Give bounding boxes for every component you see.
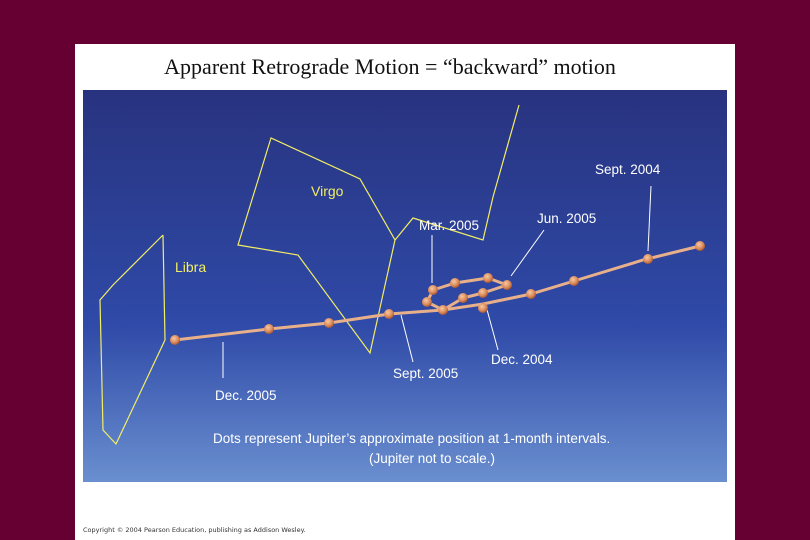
jupiter-dot — [438, 305, 448, 315]
label-sept-2004: Sept. 2004 — [595, 162, 661, 177]
libra-constellation-outline — [99, 234, 166, 446]
pointer-dec-2004 — [485, 305, 499, 351]
jupiter-dot — [422, 297, 432, 307]
jupiter-dot — [526, 289, 536, 299]
virgo-label: Virgo — [311, 183, 344, 199]
figure-canvas: Virgo Libra Sept. 2004 Jun. 2005 Mar. 20… — [83, 90, 727, 482]
jupiter-dot — [450, 278, 460, 288]
label-mar-2005: Mar. 2005 — [419, 218, 479, 233]
jupiter-dot — [384, 309, 394, 319]
jupiter-dot — [264, 324, 274, 334]
jupiter-dot — [502, 280, 512, 290]
jupiter-dot — [695, 241, 705, 251]
caption-line-2: (Jupiter not to scale.) — [369, 451, 495, 466]
jupiter-dot — [478, 288, 488, 298]
copyright-notice: Copyright © 2004 Pearson Education, publ… — [83, 526, 306, 534]
pointer-sept-2004 — [647, 185, 652, 252]
jupiter-dot — [324, 318, 334, 328]
pointer-lines — [222, 185, 652, 378]
jupiter-dot — [569, 276, 579, 286]
label-dec-2004: Dec. 2004 — [491, 352, 553, 367]
slide-title: Apparent Retrograde Motion = “backward” … — [164, 54, 616, 79]
virgo-constellation-branch — [394, 104, 520, 241]
sky-background — [83, 90, 727, 482]
caption-line-1: Dots represent Jupiter’s approximate pos… — [213, 431, 610, 446]
jupiter-dot — [170, 335, 180, 345]
jupiter-dot — [478, 303, 488, 313]
virgo-constellation-outline — [237, 137, 396, 355]
jupiter-dots — [170, 241, 705, 345]
jupiter-dot — [483, 273, 493, 283]
jupiter-dot — [643, 254, 653, 264]
retrograde-motion-figure: Virgo Libra Sept. 2004 Jun. 2005 Mar. 20… — [83, 90, 727, 482]
jupiter-dot — [458, 293, 468, 303]
label-sept-2005: Sept. 2005 — [393, 366, 458, 381]
label-dec-2005: Dec. 2005 — [215, 388, 277, 403]
slide: Apparent Retrograde Motion = “backward” … — [75, 44, 735, 540]
label-jun-2005: Jun. 2005 — [537, 211, 596, 226]
jupiter-path-main — [173, 244, 702, 342]
pointer-sept-2005 — [400, 314, 414, 363]
libra-label: Libra — [175, 259, 206, 275]
pointer-jun-2005 — [510, 229, 545, 277]
jupiter-dot — [428, 285, 438, 295]
